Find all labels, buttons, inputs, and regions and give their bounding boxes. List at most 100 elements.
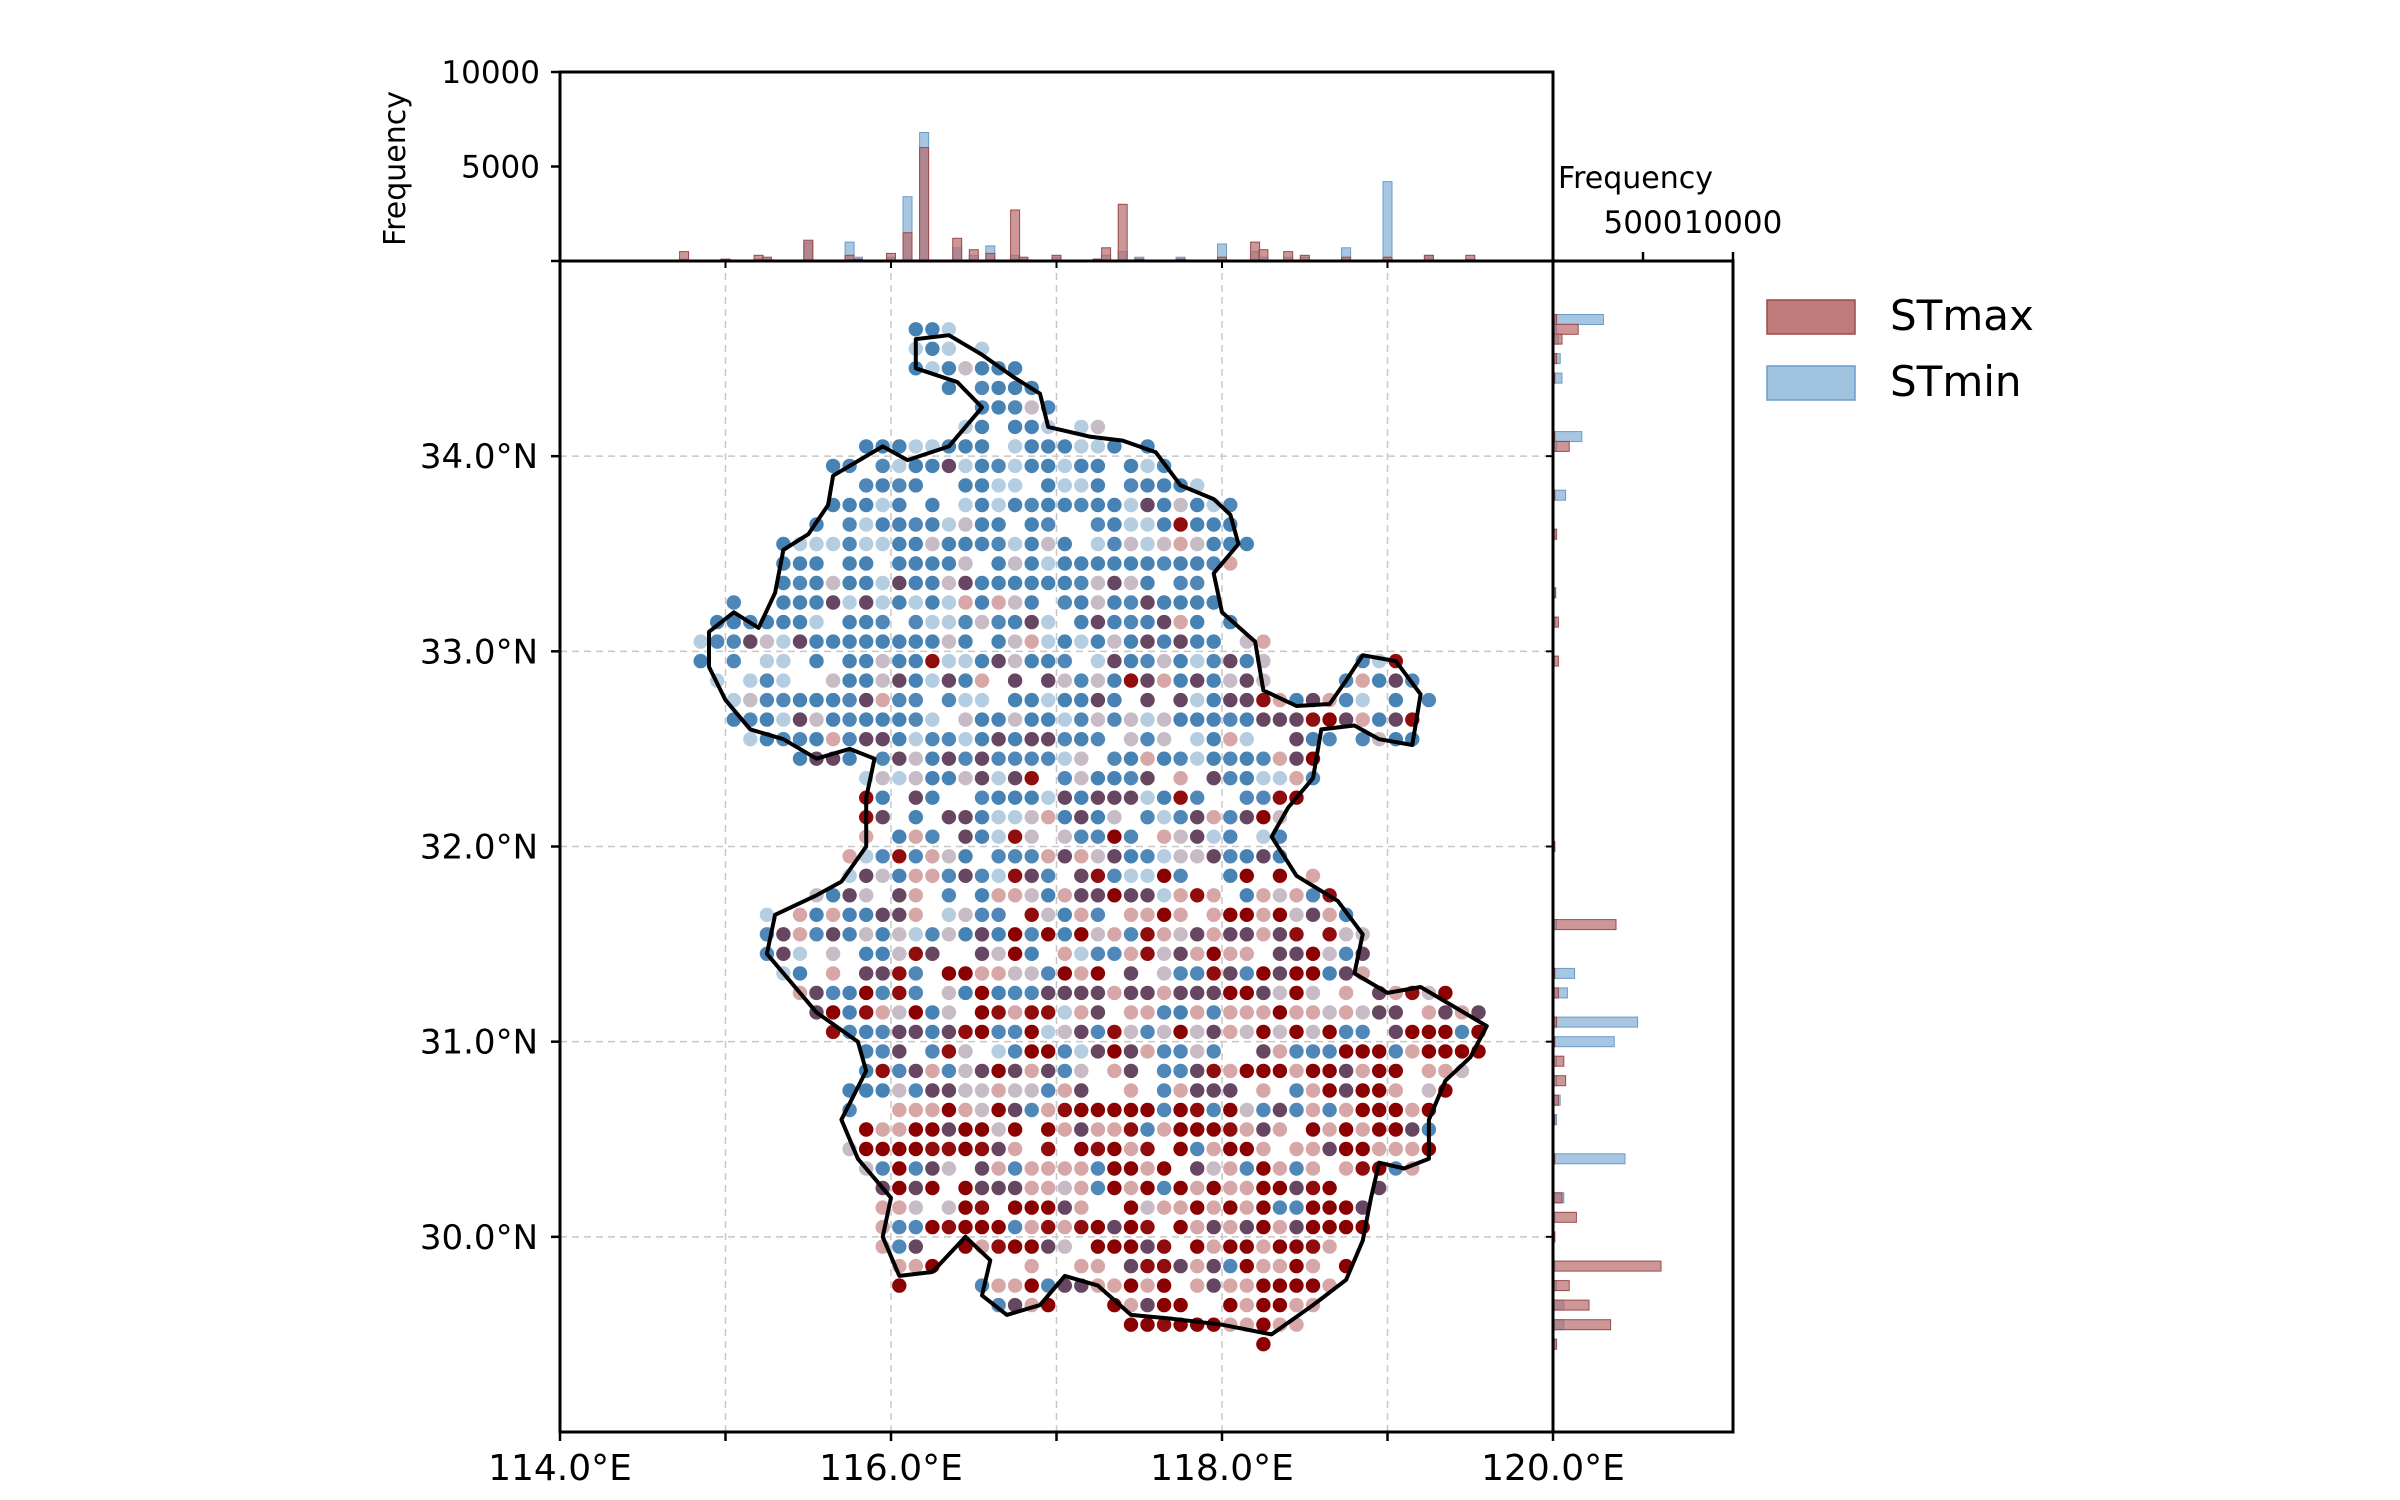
grid-point — [825, 907, 841, 922]
grid-point — [1123, 517, 1139, 532]
grid-point — [1173, 536, 1188, 552]
grid-point — [1223, 829, 1238, 844]
grid-point — [1206, 1258, 1221, 1274]
grid-point — [842, 536, 857, 552]
grid-point — [1173, 1180, 1188, 1196]
grid-point — [1256, 1200, 1271, 1215]
grid-point — [1156, 1024, 1172, 1040]
grid-point — [1107, 1239, 1122, 1254]
grid-point — [1057, 634, 1073, 649]
grid-point — [908, 927, 923, 942]
grid-point — [1057, 829, 1073, 844]
grid-point — [1256, 1083, 1271, 1098]
grid-point — [1190, 946, 1205, 961]
grid-point — [1256, 1278, 1271, 1293]
grid-point — [974, 732, 990, 747]
grid-point — [1123, 868, 1139, 883]
grid-point — [1123, 497, 1139, 513]
grid-point — [958, 478, 973, 493]
grid-point — [875, 907, 890, 922]
grid-point — [991, 1239, 1006, 1254]
grid-point — [908, 458, 923, 474]
grid-point — [1007, 1278, 1023, 1293]
grid-point — [1305, 868, 1321, 883]
grid-point — [958, 966, 973, 981]
grid-point — [792, 575, 808, 591]
grid-point — [1156, 1063, 1172, 1079]
grid-point — [1057, 1063, 1073, 1079]
grid-point — [1057, 1005, 1073, 1020]
grid-point — [1272, 1200, 1288, 1215]
grid-point — [1190, 1102, 1205, 1118]
grid-point — [991, 985, 1006, 1001]
grid-point — [1057, 927, 1073, 942]
grid-point — [908, 810, 923, 825]
grid-point — [1272, 1005, 1288, 1020]
grid-point — [1256, 771, 1271, 786]
grid-point — [1024, 653, 1039, 669]
grid-point — [1024, 1005, 1039, 1020]
grid-point — [1123, 614, 1139, 630]
grid-point — [1223, 1005, 1238, 1020]
grid-point — [1239, 1219, 1255, 1235]
grid-point — [1223, 1200, 1238, 1215]
top-bar-stmax — [803, 239, 814, 262]
grid-point — [726, 653, 741, 669]
grid-point — [1206, 1063, 1221, 1079]
grid-point — [1190, 1063, 1205, 1079]
grid-point — [1041, 673, 1056, 688]
grid-point — [1206, 1239, 1221, 1254]
grid-point — [1355, 1083, 1370, 1098]
grid-point — [1388, 1063, 1404, 1079]
grid-point — [991, 907, 1006, 922]
grid-point — [1372, 673, 1387, 688]
grid-point — [1123, 732, 1139, 747]
grid-point — [1305, 1063, 1321, 1079]
grid-point — [1388, 1083, 1404, 1098]
grid-point — [1007, 614, 1023, 630]
grid-point — [1007, 1102, 1023, 1118]
grid-point — [1107, 751, 1122, 766]
grid-point — [1074, 1219, 1089, 1235]
grid-point — [1140, 1258, 1155, 1274]
grid-point — [1057, 497, 1073, 513]
grid-point — [1057, 946, 1073, 961]
grid-point — [908, 575, 923, 591]
grid-point — [1057, 595, 1073, 610]
grid-point — [1024, 712, 1039, 727]
right-histogram-bars — [1552, 314, 1662, 1350]
grid-point — [1090, 1180, 1106, 1196]
grid-point — [1041, 1024, 1056, 1040]
grid-point — [1074, 1180, 1089, 1196]
grid-point — [859, 1141, 874, 1157]
grid-point — [1223, 1239, 1238, 1254]
grid-point — [1190, 790, 1205, 805]
grid-point — [1272, 868, 1288, 883]
grid-point — [1355, 732, 1370, 747]
grid-point — [1074, 1141, 1089, 1157]
grid-point — [941, 517, 957, 532]
legend: STmax STmin — [1766, 291, 2034, 406]
grid-point — [1173, 1200, 1188, 1215]
grid-point — [1007, 849, 1023, 864]
grid-point — [1074, 790, 1089, 805]
grid-point — [1123, 849, 1139, 864]
grid-point — [1438, 1005, 1453, 1020]
grid-point — [693, 634, 708, 649]
grid-point — [908, 1239, 923, 1254]
grid-point — [991, 1278, 1006, 1293]
grid-point — [974, 692, 990, 708]
grid-point — [974, 1122, 990, 1137]
grid-point — [1372, 1141, 1387, 1157]
grid-point — [1057, 439, 1073, 454]
grid-point — [1041, 458, 1056, 474]
grid-point — [1289, 1102, 1304, 1118]
grid-point — [974, 1063, 990, 1079]
grid-point — [1140, 985, 1155, 1001]
grid-point — [859, 614, 874, 630]
grid-point — [1190, 1083, 1205, 1098]
grid-point — [1041, 478, 1056, 493]
grid-point — [991, 517, 1006, 532]
grid-point — [1223, 1024, 1238, 1040]
